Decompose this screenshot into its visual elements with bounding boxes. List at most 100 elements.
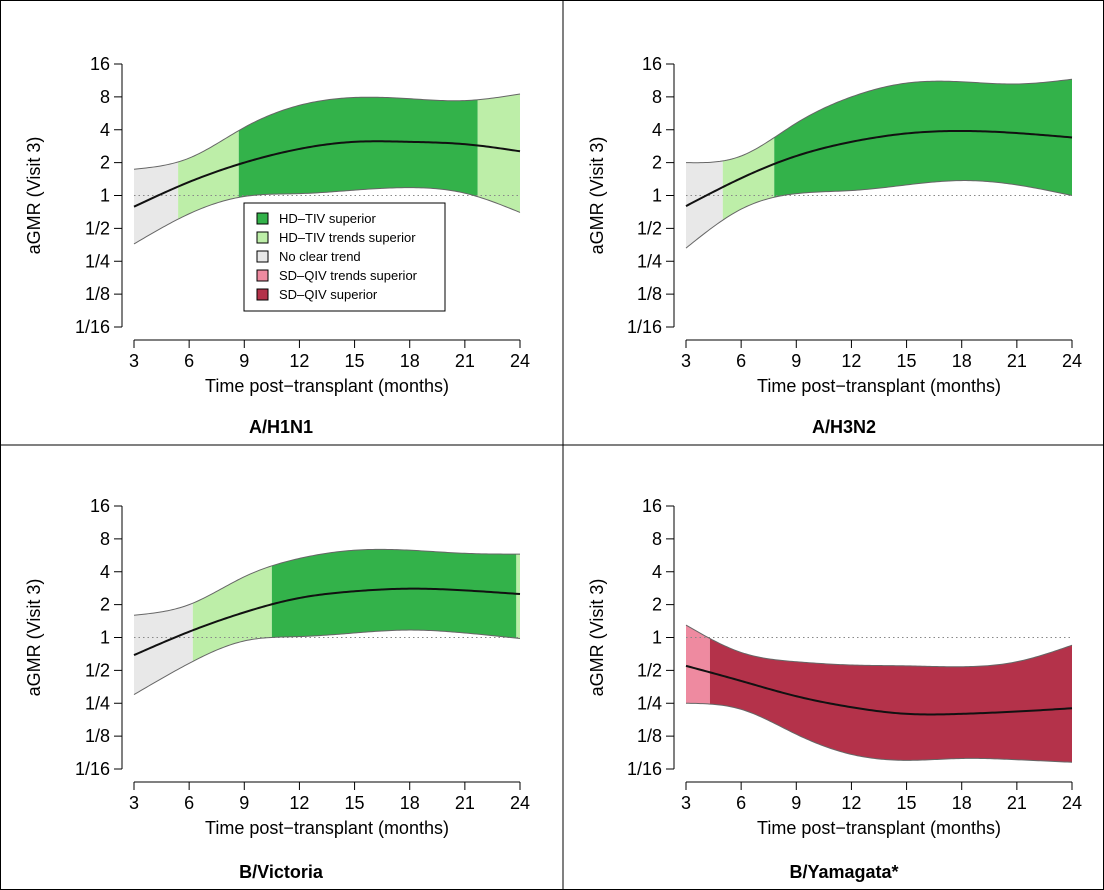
band-region-1 bbox=[134, 161, 179, 244]
legend-label: HD–TIV trends superior bbox=[279, 230, 416, 245]
panel-title: B/Victoria bbox=[239, 862, 324, 882]
legend-swatch bbox=[256, 269, 269, 282]
x-tick-label: 3 bbox=[129, 793, 139, 813]
x-tick-label: 3 bbox=[681, 793, 691, 813]
x-tick-label: 18 bbox=[400, 793, 420, 813]
x-axis-label: Time post−transplant (months) bbox=[757, 818, 1001, 838]
y-tick-label: 16 bbox=[90, 54, 110, 74]
y-tick-label: 1 bbox=[100, 628, 110, 648]
y-tick-label: 1/2 bbox=[85, 218, 110, 238]
y-tick-label: 4 bbox=[100, 562, 110, 582]
legend: HD–TIV superior HD–TIV trends superior No … bbox=[243, 202, 446, 312]
upper-bound-line bbox=[133, 93, 521, 170]
y-tick-label: 1/16 bbox=[75, 759, 110, 779]
x-tick-label: 9 bbox=[239, 351, 249, 371]
y-axis-label: aGMR (Visit 3) bbox=[587, 137, 607, 255]
x-tick-label: 21 bbox=[1007, 793, 1027, 813]
y-tick-label: 16 bbox=[642, 496, 662, 516]
legend-swatch bbox=[256, 231, 269, 244]
y-tick-label: 1 bbox=[652, 186, 662, 206]
y-tick-label: 1/2 bbox=[85, 660, 110, 680]
x-tick-label: 24 bbox=[1062, 351, 1082, 371]
x-tick-label: 9 bbox=[791, 351, 801, 371]
panel-title: A/H1N1 bbox=[249, 417, 313, 437]
y-tick-label: 1/2 bbox=[637, 660, 662, 680]
upper-bound-line bbox=[685, 624, 1073, 668]
band-region-3 bbox=[238, 97, 478, 198]
y-tick-label: 2 bbox=[100, 153, 110, 173]
y-axis-label: aGMR (Visit 3) bbox=[24, 137, 44, 255]
x-tick-label: 6 bbox=[736, 351, 746, 371]
y-tick-label: 1/8 bbox=[85, 284, 110, 304]
band-region-1 bbox=[134, 603, 193, 695]
x-tick-label: 15 bbox=[345, 793, 365, 813]
x-tick-label: 6 bbox=[736, 793, 746, 813]
band-region-2 bbox=[709, 638, 1072, 763]
x-tick-label: 15 bbox=[345, 351, 365, 371]
x-tick-label: 24 bbox=[510, 793, 530, 813]
estimate-line bbox=[685, 664, 1073, 716]
x-tick-label: 12 bbox=[289, 351, 309, 371]
x-tick-label: 21 bbox=[455, 351, 475, 371]
x-tick-label: 21 bbox=[455, 793, 475, 813]
y-tick-label: 4 bbox=[652, 562, 662, 582]
y-tick-label: 2 bbox=[100, 595, 110, 615]
band-region-4 bbox=[477, 94, 520, 213]
y-axis-label: aGMR (Visit 3) bbox=[24, 579, 44, 697]
y-tick-label: 1/8 bbox=[637, 726, 662, 746]
x-axis-label: Time post−transplant (months) bbox=[205, 818, 449, 838]
y-tick-label: 1/16 bbox=[75, 317, 110, 337]
y-tick-label: 4 bbox=[100, 120, 110, 140]
x-tick-label: 6 bbox=[184, 351, 194, 371]
upper-bound-line bbox=[685, 78, 1073, 164]
x-tick-label: 21 bbox=[1007, 351, 1027, 371]
y-tick-label: 16 bbox=[90, 496, 110, 516]
legend-box bbox=[243, 202, 446, 312]
estimate-line bbox=[685, 129, 1073, 207]
band-region-1 bbox=[686, 625, 710, 705]
x-tick-label: 3 bbox=[129, 351, 139, 371]
legend-label: HD–TIV superior bbox=[279, 211, 376, 226]
lower-bound-line bbox=[133, 629, 521, 696]
y-tick-label: 1/16 bbox=[627, 317, 662, 337]
y-tick-label: 1 bbox=[652, 628, 662, 648]
y-tick-label: 2 bbox=[652, 153, 662, 173]
estimate-line bbox=[133, 587, 521, 657]
x-tick-label: 18 bbox=[952, 793, 972, 813]
y-tick-label: 8 bbox=[652, 87, 662, 107]
x-tick-label: 18 bbox=[400, 351, 420, 371]
legend-label: SD–QIV superior bbox=[279, 287, 378, 302]
legend-swatch bbox=[256, 288, 269, 301]
estimate-line bbox=[133, 140, 521, 208]
y-axis-label: aGMR (Visit 3) bbox=[587, 579, 607, 697]
upper-bound-line bbox=[133, 548, 521, 616]
lower-bound-line bbox=[133, 187, 521, 245]
y-tick-label: 16 bbox=[642, 54, 662, 74]
x-tick-label: 9 bbox=[239, 793, 249, 813]
x-tick-label: 6 bbox=[184, 793, 194, 813]
x-axis-label: Time post−transplant (months) bbox=[757, 376, 1001, 396]
panel-title: A/H3N2 bbox=[812, 417, 876, 437]
y-tick-label: 1/4 bbox=[85, 251, 110, 271]
band-region-3 bbox=[774, 79, 1072, 198]
x-tick-label: 24 bbox=[1062, 793, 1082, 813]
lower-bound-line bbox=[685, 702, 1073, 763]
y-tick-label: 1/8 bbox=[637, 284, 662, 304]
legend-swatch bbox=[256, 250, 269, 263]
x-tick-label: 12 bbox=[841, 351, 861, 371]
x-tick-label: 18 bbox=[952, 351, 972, 371]
y-tick-label: 4 bbox=[652, 120, 662, 140]
legend-swatch bbox=[256, 212, 269, 225]
y-tick-label: 2 bbox=[652, 595, 662, 615]
x-tick-label: 24 bbox=[510, 351, 530, 371]
x-axis-label: Time post−transplant (months) bbox=[205, 376, 449, 396]
y-tick-label: 1 bbox=[100, 186, 110, 206]
band-region-4 bbox=[516, 554, 520, 639]
x-tick-label: 15 bbox=[897, 351, 917, 371]
y-tick-label: 1/4 bbox=[637, 251, 662, 271]
x-tick-label: 3 bbox=[681, 351, 691, 371]
y-tick-label: 1/8 bbox=[85, 726, 110, 746]
x-tick-label: 12 bbox=[289, 793, 309, 813]
legend-label: No clear trend bbox=[279, 249, 361, 264]
